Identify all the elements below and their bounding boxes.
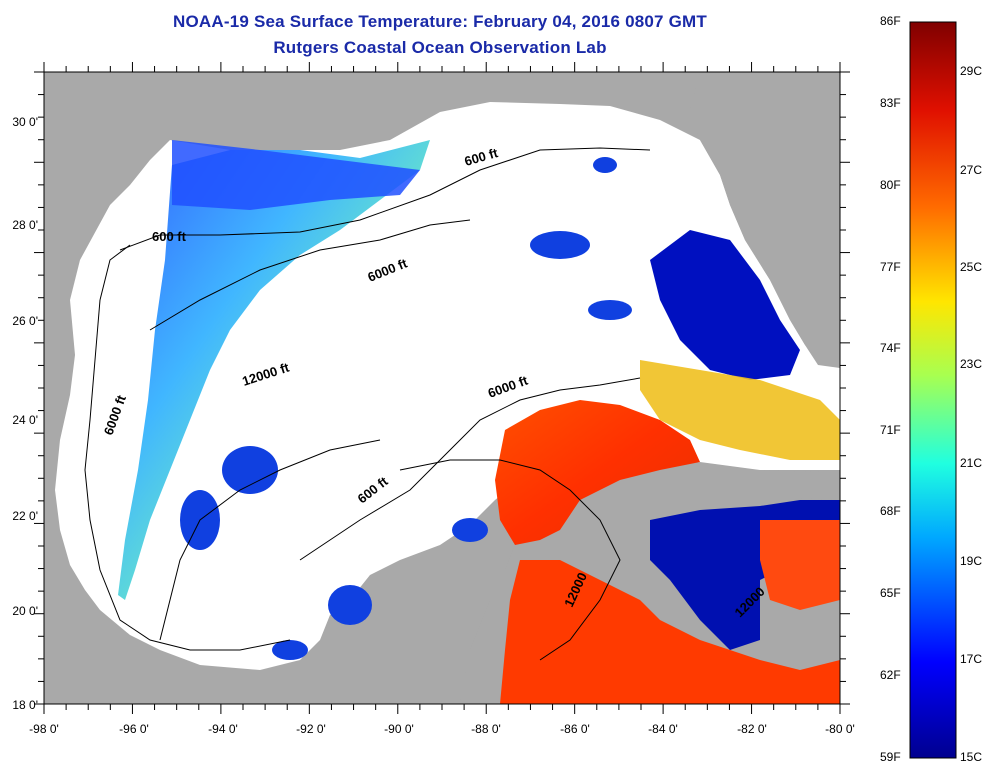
colorbar-f-label: 86F [880,14,901,28]
colorbar-c-label: 21C [960,456,983,470]
lat-label: 30 0' [12,115,38,129]
colorbar-f-label: 59F [880,750,901,764]
north-swath-blue [172,140,420,210]
colorbar-c-label: 25C [960,260,983,274]
lon-label: -80 0' [825,722,855,736]
axis-ticks [34,62,850,714]
lat-label: 24 0' [12,413,38,427]
lon-label: -92 0' [296,722,326,736]
warm-loop-current [495,400,700,545]
cuba-land [640,462,840,528]
colorbar-c-label: 23C [960,357,983,371]
colorbar-c-label: 29C [960,64,983,78]
colorbar-f-label: 68F [880,504,901,518]
lat-label: 26 0' [12,314,38,328]
lat-label: 28 0' [12,218,38,232]
yucatan-warm [500,560,840,704]
lat-label: 22 0' [12,509,38,523]
colorbar-f-label: 80F [880,178,901,192]
lon-label: -84 0' [648,722,678,736]
florida-land [690,72,840,365]
cloud-edge-patches [180,157,840,660]
colorbar-f-label: 65F [880,586,901,600]
lat-label: 20 0' [12,604,38,618]
depth-contours [84,147,651,661]
colorbar-f-label: 83F [880,96,901,110]
lat-label: 18 0' [12,698,38,712]
lon-label: -82 0' [737,722,767,736]
colorbar-f-label: 77F [880,260,901,274]
colorbar-f-label: 71F [880,423,901,437]
colorbar-c-label: 27C [960,163,983,177]
colorbar-c-label: 17C [960,652,983,666]
lon-label: -86 0' [560,722,590,736]
east-gulf-blue [650,230,800,380]
keys-yellow [640,360,840,460]
colorbar-f-label: 74F [880,341,901,355]
west-swath [118,140,430,600]
caribbean-warm-east [760,520,840,610]
lon-label: -96 0' [119,722,149,736]
lon-label: -98 0' [29,722,59,736]
lon-label: -90 0' [384,722,414,736]
map-title: NOAA-19 Sea Surface Temperature: Februar… [173,12,707,31]
colorbar-c-label: 19C [960,554,983,568]
lon-label: -88 0' [471,722,501,736]
colorbar [909,21,957,759]
lon-label: -94 0' [208,722,238,736]
colorbar-c-label: 15C [960,750,983,764]
colorbar-f-label: 62F [880,668,901,682]
contour-label: 600 ft [152,229,187,244]
map-subtitle: Rutgers Coastal Ocean Observation Lab [273,38,607,57]
